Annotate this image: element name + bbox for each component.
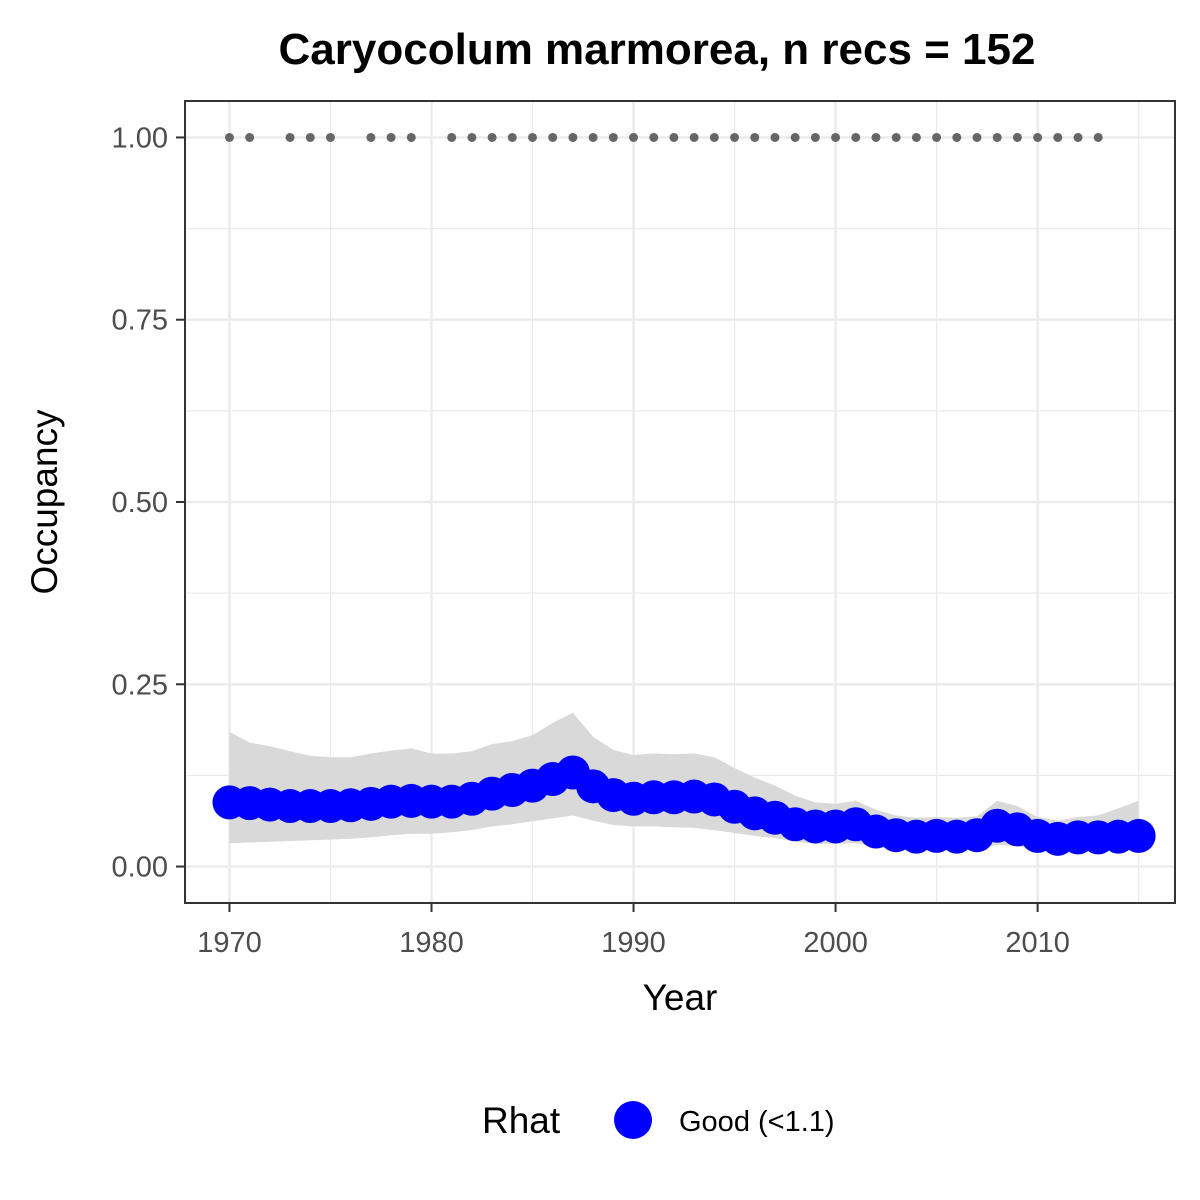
record-year-point	[285, 132, 295, 142]
record-year-point	[831, 132, 841, 142]
record-year-point	[1073, 132, 1083, 142]
record-year-point	[487, 132, 497, 142]
y-axis-title: Occupancy	[24, 409, 65, 595]
record-year-point	[750, 132, 760, 142]
record-year-point	[325, 132, 335, 142]
record-year-point	[952, 132, 962, 142]
chart-title: Caryocolum marmorea, n recs = 152	[279, 25, 1036, 74]
record-year-point	[790, 132, 800, 142]
x-tick-label: 2010	[1005, 927, 1070, 959]
record-year-point	[608, 132, 618, 142]
record-year-point	[891, 132, 901, 142]
record-year-point	[689, 132, 699, 142]
record-year-point	[810, 132, 820, 142]
record-year-point	[709, 132, 719, 142]
record-year-point	[871, 132, 881, 142]
record-year-point	[1093, 132, 1103, 142]
record-year-point	[669, 132, 679, 142]
record-year-point	[406, 132, 416, 142]
y-axis: 0.00 0.25 0.50 0.75 1.00	[112, 122, 185, 884]
record-year-point	[386, 132, 396, 142]
record-year-point	[932, 132, 942, 142]
record-year-point	[507, 132, 517, 142]
record-year-point	[1033, 132, 1043, 142]
record-year-point	[568, 132, 578, 142]
legend-title: Rhat	[482, 1100, 561, 1141]
y-tick-label: 0.75	[112, 305, 168, 337]
record-year-point	[467, 132, 477, 142]
record-year-point	[1012, 132, 1022, 142]
record-year-point	[305, 132, 315, 142]
x-axis: 1970 1980 1990 2000 2010	[197, 903, 1070, 959]
legend-key-good	[614, 1101, 652, 1139]
x-tick-label: 1990	[601, 927, 666, 959]
record-year-point	[992, 132, 1002, 142]
record-year-point	[649, 132, 659, 142]
x-tick-label: 1970	[197, 927, 262, 959]
record-year-point	[911, 132, 921, 142]
record-year-point	[972, 132, 982, 142]
record-year-point	[447, 132, 457, 142]
occupancy-points	[212, 755, 1156, 856]
y-tick-label: 0.25	[112, 669, 168, 701]
record-year-point	[366, 132, 376, 142]
record-year-point	[548, 132, 558, 142]
y-tick-label: 1.00	[112, 122, 168, 154]
y-tick-label: 0.50	[112, 487, 168, 519]
record-year-point	[528, 132, 538, 142]
record-year-markers	[224, 132, 1103, 142]
record-year-point	[851, 132, 861, 142]
record-year-point	[770, 132, 780, 142]
x-tick-label: 1980	[399, 927, 464, 959]
legend-label-good: Good (<1.1)	[679, 1106, 835, 1138]
record-year-point	[1053, 132, 1063, 142]
record-year-point	[245, 132, 255, 142]
record-year-point	[629, 132, 639, 142]
record-year-point	[224, 132, 234, 142]
y-tick-label: 0.00	[112, 852, 168, 884]
record-year-point	[730, 132, 740, 142]
occupancy-point	[1121, 818, 1156, 853]
x-tick-label: 2000	[803, 927, 868, 959]
x-axis-title: Year	[643, 977, 718, 1018]
legend: Rhat Good (<1.1)	[482, 1100, 835, 1141]
record-year-point	[588, 132, 598, 142]
